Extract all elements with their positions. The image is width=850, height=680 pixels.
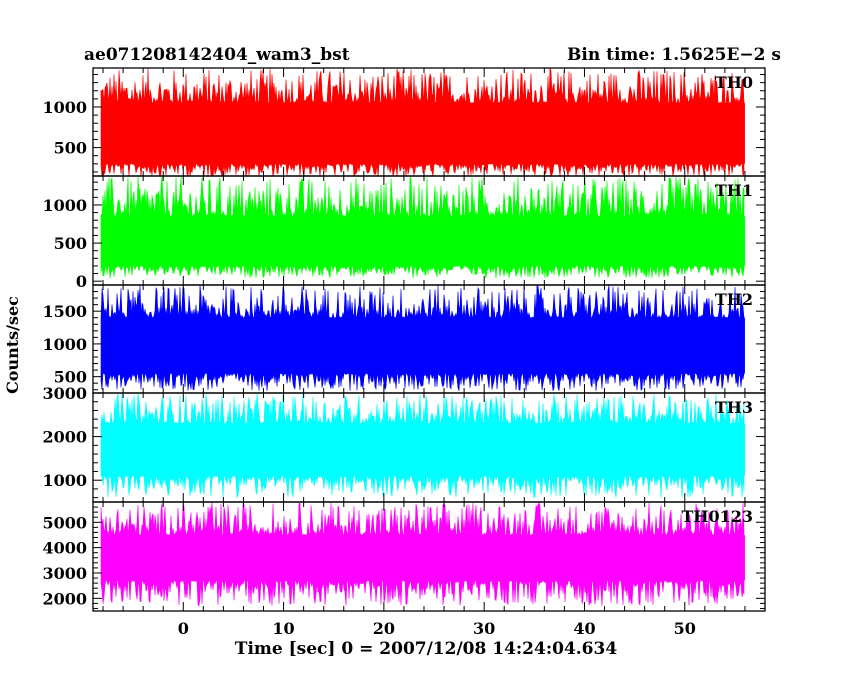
- y-tick-label: 1000: [42, 471, 87, 490]
- x-tick-label: 50: [674, 619, 696, 638]
- chart-title: ae071208142404_wam3_bst: [84, 45, 350, 65]
- series-noise: [100, 68, 745, 176]
- x-axis-label: Time [sec] 0 = 2007/12/08 14:24:04.634: [235, 639, 618, 659]
- y-tick-label: 2000: [42, 428, 87, 447]
- panel-label-th0123: TH0123: [681, 507, 753, 526]
- panel-th2: 500 1000 1500 TH2: [42, 284, 766, 394]
- y-tick-label: 1000: [42, 196, 87, 215]
- x-tick-label: 30: [473, 619, 495, 638]
- series-noise: [100, 176, 745, 279]
- y-tick-label: 0: [76, 272, 87, 291]
- y-tick-label: 2000: [42, 589, 87, 608]
- series-th2: [100, 285, 745, 392]
- series-noise: [100, 502, 745, 607]
- y-tick-label: 1500: [42, 302, 87, 321]
- x-tick-label: 40: [573, 619, 595, 638]
- series-th1: [100, 176, 745, 279]
- x-tick-label: 10: [272, 619, 294, 638]
- y-axis-label: Counts/sec: [3, 296, 22, 394]
- y-tick-label: 3000: [42, 564, 87, 583]
- y-tick-label: 1000: [42, 335, 87, 354]
- y-tick-label: 3000: [42, 384, 87, 403]
- y-tick-label: 1000: [42, 98, 87, 117]
- x-tick-label: 20: [373, 619, 395, 638]
- panel-th0: 500 1000 TH0: [42, 67, 766, 177]
- panel-label-th3: TH3: [715, 398, 753, 417]
- bin-time-label: Bin time: 1.5625E−2 s: [567, 45, 781, 65]
- series-noise: [100, 285, 745, 392]
- y-tick-label: 500: [54, 368, 87, 387]
- panel-label-th0: TH0: [715, 73, 753, 92]
- panel-th0123: 2000 3000 4000 5000 TH0123: [42, 501, 766, 612]
- y-tick-label: 500: [54, 234, 87, 253]
- y-tick-label: 5000: [42, 513, 87, 532]
- series-th3: [100, 393, 745, 499]
- x-tick-label: 0: [178, 619, 189, 638]
- panel-frame: [92, 501, 766, 612]
- panel-th1: 0 500 1000 TH1: [42, 175, 766, 291]
- panel-label-th1: TH1: [715, 181, 753, 200]
- y-tick-label: 500: [54, 139, 87, 158]
- panel-stack: 5001000TH005001000TH150010001500TH210002…: [42, 67, 766, 638]
- panel-label-th2: TH2: [715, 290, 753, 309]
- series-noise: [100, 393, 745, 499]
- series-th0: [100, 68, 745, 176]
- series-th0123: [100, 502, 745, 607]
- y-tick-label: 4000: [42, 539, 87, 558]
- panel-th3: 1000 2000 3000 TH3: [42, 384, 766, 503]
